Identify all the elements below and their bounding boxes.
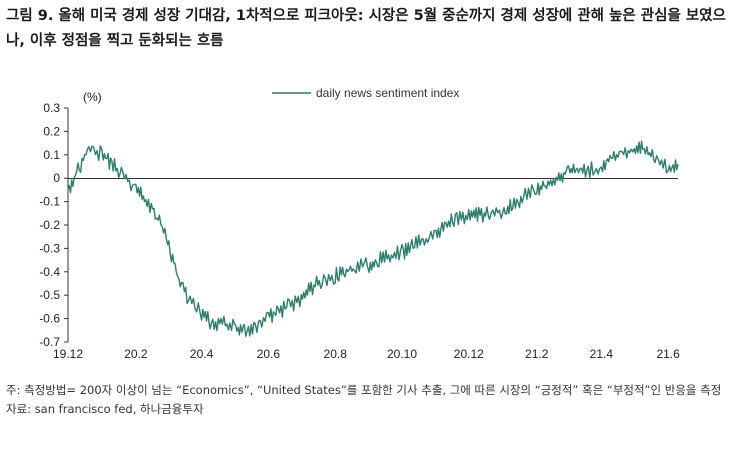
x-tick-label: 21.6: [656, 347, 680, 361]
y-tick-label: -0.2: [39, 218, 60, 232]
series-line-daily-news-sentiment-index: [67, 140, 679, 337]
y-tick-label: -0.5: [39, 288, 60, 302]
y-tick-label: -0.4: [39, 265, 60, 279]
source-text: 자료: san francisco fed, 하나금융투자: [6, 402, 204, 416]
x-tick-label: 20.4: [190, 347, 214, 361]
x-tick-label: 19.12: [53, 347, 83, 361]
x-tick-label: 21.4: [590, 347, 614, 361]
legend-label: daily news sentiment index: [316, 86, 459, 100]
y-axis-unit-label: (%): [83, 90, 102, 104]
x-tick-label: 20.10: [387, 347, 417, 361]
y-tick-label: 0: [53, 171, 60, 185]
x-tick-label: 21.2: [525, 347, 549, 361]
y-tick-label: -0.1: [39, 195, 60, 209]
x-tick-label: 20.8: [324, 347, 348, 361]
footnotes: 주: 측정방법= 200자 이상이 넘는 “Economics”, “Unite…: [6, 381, 741, 419]
y-tick-label: -0.7: [39, 335, 60, 349]
y-tick-label: -0.3: [39, 241, 60, 255]
x-tick-label: 20.12: [454, 347, 484, 361]
note-text: 주: 측정방법= 200자 이상이 넘는 “Economics”, “Unite…: [6, 383, 722, 397]
y-axis-ticks: 0.3 0.2 0.1 0 -0.1 -0.2 -0.3 -0.4 -0.5 -0.6 -0.7: [39, 101, 68, 349]
x-tick-label: 20.6: [257, 347, 281, 361]
y-tick-label: 0.1: [43, 148, 60, 162]
x-tick-label: 20.2: [124, 347, 148, 361]
y-tick-label: 0.2: [43, 124, 60, 138]
x-axis-ticks: 19.12 20.2 20.4 20.6 20.8 20.10 20.12 21.2 21.4 2…: [53, 347, 680, 361]
y-tick-label: -0.6: [39, 312, 60, 326]
figure-title: 그림 9. 올해 미국 경제 성장 기대감, 1차적으로 피크아웃: 시장은 5…: [6, 8, 726, 49]
y-tick-label: 0.3: [43, 101, 60, 115]
